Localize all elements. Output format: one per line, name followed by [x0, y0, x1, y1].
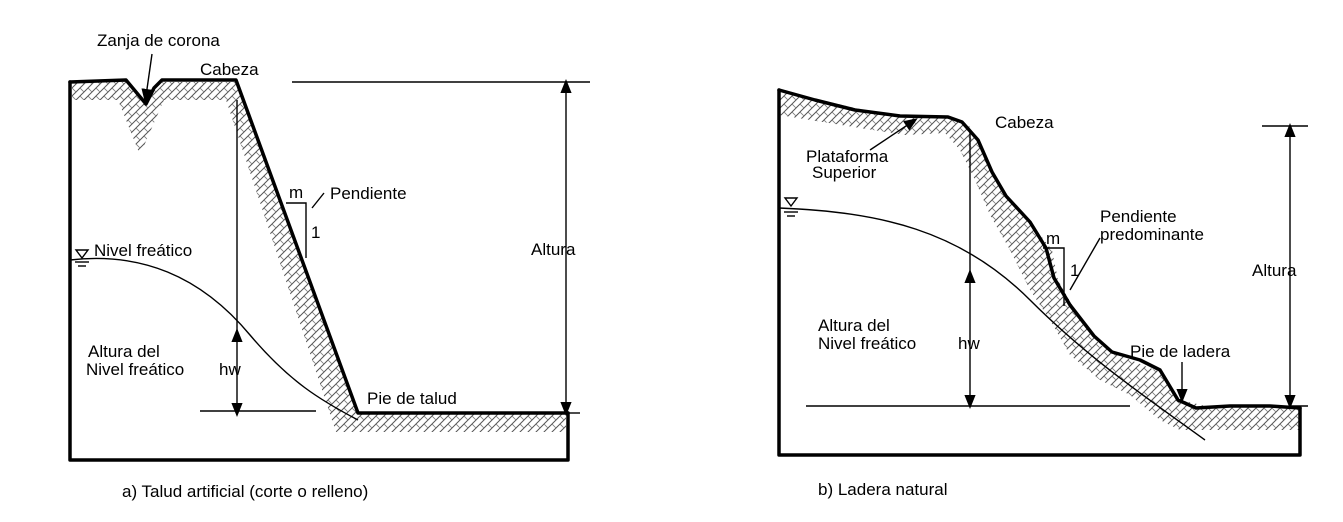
wt-height-line2-a: Nivel freático — [86, 360, 184, 379]
soil-layer-b — [779, 90, 1300, 430]
height-label-a: Altura — [531, 240, 576, 259]
toe-label-b: Pie de ladera — [1130, 342, 1231, 361]
ground-surface-b — [777, 88, 1302, 410]
platform-line2: Superior — [812, 163, 877, 182]
platform-line1: Plataforma — [806, 147, 889, 166]
head-label-b: Cabeza — [995, 113, 1054, 132]
water-table-b — [778, 207, 1206, 441]
head-label-a: Cabeza — [200, 60, 259, 79]
platform-pointer — [869, 118, 918, 151]
soil-layer-toe — [336, 412, 566, 432]
panel-a: Zanja de corona Cabeza Pendiente m 1 Alt… — [68, 31, 590, 501]
slope-leader-b — [1069, 237, 1101, 291]
one-label-a: 1 — [311, 223, 320, 242]
hw-label-a: hw — [219, 360, 241, 379]
one-label-b: 1 — [1070, 261, 1079, 280]
panel-b: Cabeza Plataforma Superior Pendiente pre… — [777, 88, 1308, 499]
water-table-label-a: Nivel freático — [94, 241, 192, 260]
slope-triangle-b — [1043, 247, 1065, 306]
caption-a: a) Talud artificial (corte o relleno) — [122, 482, 368, 501]
slope-leader-a — [311, 192, 325, 209]
soil-layer-top — [72, 82, 236, 155]
frame-b — [777, 88, 1302, 457]
slope-line2-b: predominante — [1100, 225, 1204, 244]
m-label-a: m — [289, 183, 303, 202]
water-table-symbol-a — [74, 249, 90, 267]
trench-pointer — [141, 53, 153, 103]
frame-a — [68, 80, 570, 462]
slope-triangle-a — [286, 202, 307, 258]
wt-height-line1-a: Altura del — [88, 342, 160, 361]
hw-label-b: hw — [958, 334, 980, 353]
caption-b: b) Ladera natural — [818, 480, 947, 499]
slope-label-a: Pendiente — [330, 184, 407, 203]
wt-height-line1-b: Altura del — [818, 316, 890, 335]
ground-surface-a — [68, 78, 570, 415]
m-label-b: m — [1046, 229, 1060, 248]
wt-height-line2-b: Nivel freático — [818, 334, 916, 353]
toe-label-a: Pie de talud — [367, 389, 457, 408]
slope-line1-b: Pendiente — [1100, 207, 1177, 226]
water-table-a — [69, 257, 359, 421]
height-label-b: Altura — [1252, 261, 1297, 280]
water-table-symbol-b — [783, 197, 799, 217]
soil-layer-slope — [226, 82, 360, 432]
trench-label: Zanja de corona — [97, 31, 220, 50]
